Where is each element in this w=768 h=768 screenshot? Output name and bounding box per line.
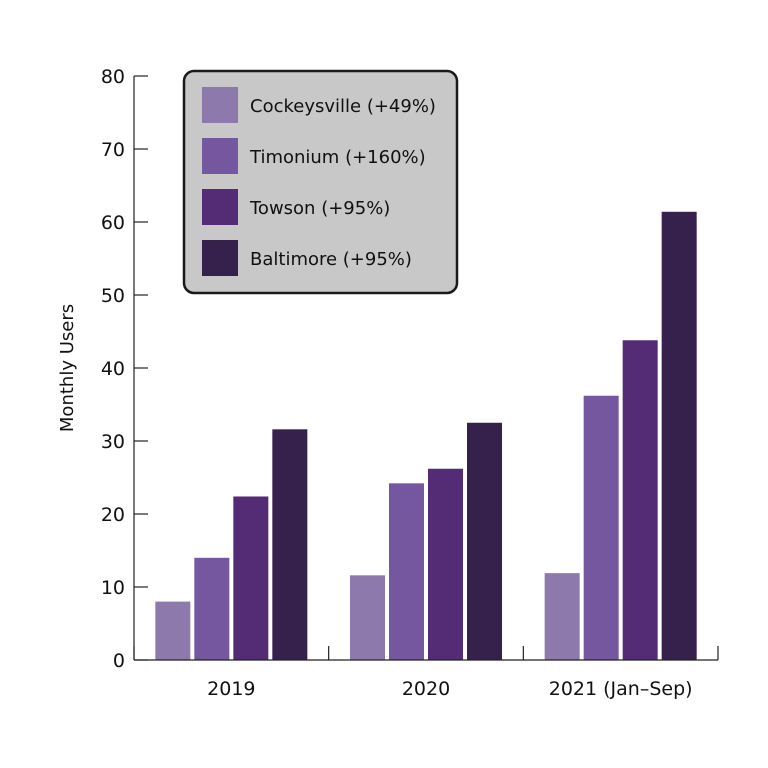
legend-label: Cockeysville (+49%) xyxy=(250,96,436,117)
legend-swatch xyxy=(202,138,238,174)
legend-swatch xyxy=(202,240,238,276)
y-tick-label: 50 xyxy=(101,285,125,307)
y-tick-label: 80 xyxy=(101,66,125,88)
bar-cockeysville-0 xyxy=(155,601,191,660)
y-tick-label: 30 xyxy=(101,431,125,453)
y-tick-label: 70 xyxy=(101,139,125,161)
y-tick-label: 60 xyxy=(101,212,125,234)
y-tick-label: 0 xyxy=(113,650,125,672)
bar-towson-1 xyxy=(428,468,463,660)
bars-group xyxy=(155,211,697,660)
legend-label: Towson (+95%) xyxy=(249,198,390,219)
bar-towson-0 xyxy=(233,496,269,660)
legend-box xyxy=(182,69,459,295)
axes-group: 0 10 20 30 40 50 60 70 80 2019 2020 2021 (Jan–Sep) xyxy=(101,66,719,700)
y-tick-label: 40 xyxy=(101,358,125,380)
legend-swatch xyxy=(202,189,238,225)
y-axis-title: Monthly Users xyxy=(57,304,78,432)
legend-label: Baltimore (+95%) xyxy=(250,249,412,270)
y-tick-label: 20 xyxy=(101,504,125,526)
bar-timonium-1 xyxy=(389,483,424,660)
x-tick-label: 2019 xyxy=(207,678,255,700)
x-tick-label: 2021 (Jan–Sep) xyxy=(549,678,693,700)
bar-cockeysville-1 xyxy=(350,575,385,660)
legend-swatch xyxy=(202,87,238,123)
legend-label: Timonium (+160%) xyxy=(249,147,426,168)
bar-towson-2 xyxy=(622,340,658,660)
bar-cockeysville-2 xyxy=(544,573,580,660)
bar-baltimore-0 xyxy=(272,429,308,660)
bar-timonium-2 xyxy=(583,395,619,660)
bar-baltimore-2 xyxy=(661,211,697,660)
legend: Cockeysville (+49%) Timonium (+160%) Towso… xyxy=(182,69,459,295)
bar-baltimore-1 xyxy=(467,422,502,660)
y-tick-label: 10 xyxy=(101,577,125,599)
bar-timonium-0 xyxy=(194,557,230,660)
x-tick-label: 2020 xyxy=(402,678,450,700)
